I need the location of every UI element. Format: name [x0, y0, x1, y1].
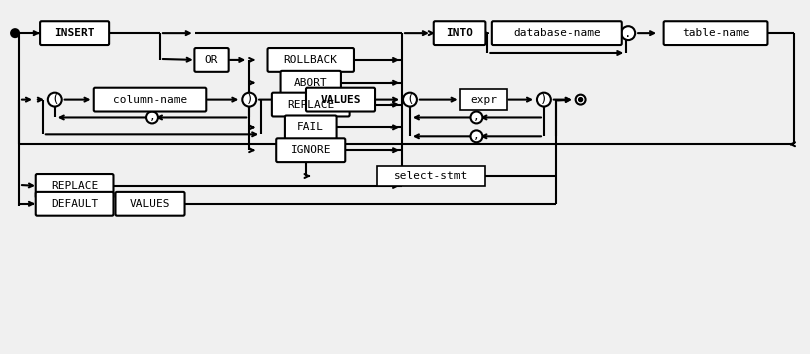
Text: table-name: table-name — [682, 28, 749, 38]
FancyBboxPatch shape — [377, 166, 484, 187]
Circle shape — [146, 112, 158, 124]
Text: .: . — [625, 27, 632, 40]
FancyBboxPatch shape — [116, 192, 185, 216]
Text: ABORT: ABORT — [294, 78, 327, 88]
Circle shape — [537, 93, 551, 107]
Circle shape — [48, 93, 62, 107]
Text: INTO: INTO — [446, 28, 473, 38]
FancyBboxPatch shape — [460, 89, 507, 110]
FancyBboxPatch shape — [194, 48, 228, 72]
Text: ): ) — [245, 93, 253, 106]
Text: VALUES: VALUES — [130, 199, 170, 209]
Text: expr: expr — [470, 95, 497, 105]
Text: ,: , — [148, 113, 156, 122]
FancyBboxPatch shape — [94, 88, 207, 112]
Circle shape — [403, 93, 417, 107]
Text: ,: , — [473, 113, 480, 122]
Circle shape — [576, 95, 586, 104]
Text: REPLACE: REPLACE — [287, 99, 335, 110]
Circle shape — [621, 26, 635, 40]
Text: ,: , — [473, 131, 480, 141]
Text: VALUES: VALUES — [320, 95, 360, 105]
Text: FAIL: FAIL — [297, 122, 324, 132]
FancyBboxPatch shape — [663, 21, 767, 45]
Text: INSERT: INSERT — [54, 28, 95, 38]
FancyBboxPatch shape — [272, 93, 350, 116]
Text: column-name: column-name — [113, 95, 187, 105]
FancyBboxPatch shape — [36, 174, 113, 198]
Text: IGNORE: IGNORE — [291, 145, 331, 155]
FancyBboxPatch shape — [280, 71, 341, 95]
Text: ROLLBACK: ROLLBACK — [284, 55, 338, 65]
Circle shape — [578, 98, 582, 102]
Text: database-name: database-name — [513, 28, 601, 38]
FancyBboxPatch shape — [267, 48, 354, 72]
Circle shape — [471, 112, 483, 124]
FancyBboxPatch shape — [276, 138, 345, 162]
Text: select-stmt: select-stmt — [394, 171, 468, 181]
FancyBboxPatch shape — [306, 88, 375, 112]
Text: REPLACE: REPLACE — [51, 181, 98, 191]
FancyBboxPatch shape — [40, 21, 109, 45]
Circle shape — [242, 93, 256, 107]
Circle shape — [11, 29, 19, 37]
Text: ): ) — [540, 93, 548, 106]
Text: DEFAULT: DEFAULT — [51, 199, 98, 209]
FancyBboxPatch shape — [36, 192, 113, 216]
Text: (: ( — [51, 93, 58, 106]
Text: OR: OR — [205, 55, 218, 65]
FancyBboxPatch shape — [433, 21, 485, 45]
Circle shape — [471, 130, 483, 142]
Text: (: ( — [406, 93, 414, 106]
FancyBboxPatch shape — [492, 21, 622, 45]
FancyBboxPatch shape — [285, 115, 337, 139]
